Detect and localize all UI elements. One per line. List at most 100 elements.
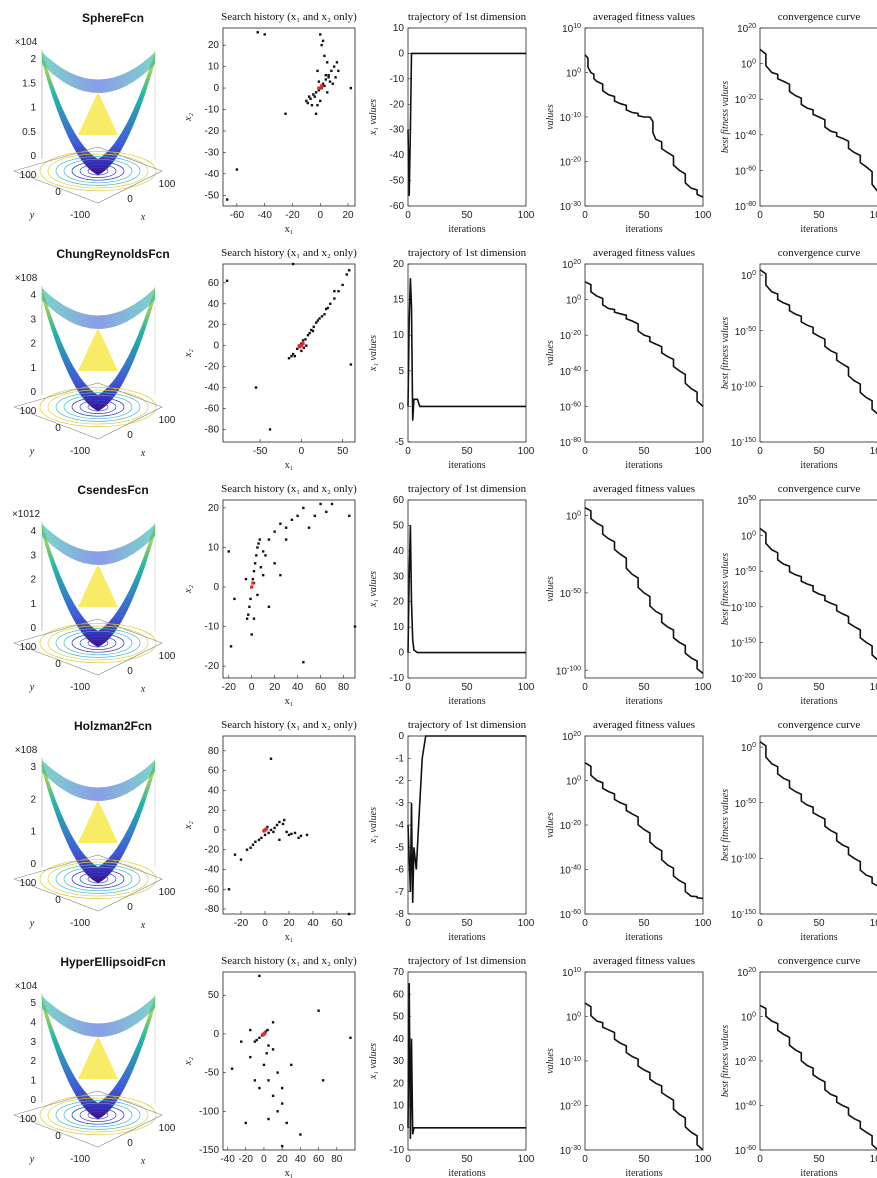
search-point <box>279 522 282 525</box>
surface-contour <box>55 864 141 894</box>
plot-frame <box>222 971 356 1151</box>
x-tick-label: 100 <box>695 1154 712 1165</box>
search-point <box>337 69 340 73</box>
surface-contour <box>71 397 125 417</box>
x-axis-label: iterations <box>625 1168 662 1178</box>
search-point <box>260 836 263 840</box>
search-point <box>334 76 337 79</box>
x-tick-label: 50 <box>813 918 825 929</box>
y-tick-label: 100 <box>566 1012 581 1024</box>
trajectory-plot: trajectory of 1st dimension iterations x₁ … <box>368 483 535 707</box>
x-axis-label: iterations <box>448 460 485 471</box>
surface-ztick: 0.5 <box>22 127 36 138</box>
x-tick-label: 0 <box>405 1154 411 1165</box>
y-tick-label: -6 <box>395 865 404 876</box>
x-tick-label: 60 <box>315 682 327 693</box>
search-point <box>299 834 303 838</box>
search-point <box>249 846 252 849</box>
surface-ylabel: y <box>29 1154 35 1165</box>
surface-contour <box>63 394 133 420</box>
trajectory-line <box>407 278 526 421</box>
surface-xtick: 100 <box>159 887 176 898</box>
best-point <box>261 1033 265 1037</box>
search-point <box>267 831 270 835</box>
y-tick-label: -2 <box>395 776 404 787</box>
search-point <box>323 84 326 88</box>
y-tick-label: 20 <box>393 1078 405 1089</box>
plot-frame <box>584 263 704 443</box>
search-history: Search history (x₁ and x₂ only) x₁ x₂ -60 -4… <box>183 11 357 235</box>
plot-title: Search history (x₁ and x₂ only) <box>221 11 357 23</box>
search-point <box>290 354 293 358</box>
search-point <box>278 820 281 824</box>
y-tick-label: -40 <box>205 169 220 180</box>
search-point <box>315 321 318 324</box>
search-point <box>258 538 261 541</box>
y-tick-label: 10-60 <box>735 1145 756 1157</box>
search-point <box>291 262 295 266</box>
y-axis-label: x₂ <box>183 821 194 830</box>
search-point <box>331 82 334 85</box>
search-point <box>328 80 332 83</box>
best-point <box>299 344 303 348</box>
y-tick-label: 0 <box>213 582 219 593</box>
search-point <box>273 530 276 533</box>
search-point <box>327 76 330 79</box>
search-point <box>310 328 313 332</box>
plot-title: averaged fitness values <box>593 483 695 495</box>
search-point <box>349 86 353 90</box>
search-point <box>305 344 308 347</box>
search-point <box>327 73 330 77</box>
search-point <box>233 597 236 601</box>
y-tick-label: 10-30 <box>560 1145 581 1157</box>
surface-mesh <box>42 288 155 411</box>
y-tick-label: 10-20 <box>560 157 581 169</box>
y-tick-label: 1020 <box>737 967 756 979</box>
y-tick-label: 1010 <box>562 23 581 35</box>
x-tick-label: 0 <box>405 682 411 693</box>
search-point <box>262 1063 266 1067</box>
y-tick-label: 15 <box>393 295 405 306</box>
x-tick-label: 0 <box>582 210 588 221</box>
search-point <box>252 570 256 573</box>
plot-title: trajectory of 1st dimension <box>408 247 527 259</box>
search-point <box>329 302 332 305</box>
surface-ytick: 100 <box>20 878 37 889</box>
search-point <box>284 526 288 529</box>
y-tick-label: -60 <box>390 201 405 212</box>
plot-frame <box>407 263 527 443</box>
search-point <box>257 838 261 842</box>
surface-contour <box>71 161 125 181</box>
surface-floor <box>13 854 163 912</box>
search-point <box>284 538 288 541</box>
y-tick-label: 10-30 <box>560 201 581 213</box>
x-tick-label: 20 <box>277 1154 289 1165</box>
search-point <box>266 825 269 829</box>
x-tick-label: -20 <box>222 682 237 693</box>
search-point <box>309 97 312 100</box>
y-tick-label: 10-40 <box>735 1101 756 1113</box>
search-point <box>239 858 243 861</box>
search-point <box>284 112 287 115</box>
surface-xtick: 100 <box>159 179 176 190</box>
search-point <box>333 290 336 293</box>
y-tick-label: 10-10 <box>560 112 581 124</box>
x-tick-label: 50 <box>813 682 825 693</box>
y-tick-label: 0 <box>213 825 219 836</box>
y-axis-label: x₁ values <box>368 571 379 608</box>
surface-contour <box>87 402 109 412</box>
x-tick-label: 50 <box>813 1154 825 1165</box>
plot-frame <box>407 971 527 1151</box>
search-point <box>285 830 288 834</box>
search-point <box>265 1052 268 1055</box>
x-tick-label: 50 <box>813 446 825 457</box>
x-axis-label: iterations <box>625 696 662 707</box>
surface-mesh <box>42 52 155 175</box>
surface-contour <box>63 630 133 656</box>
y-tick-label: 10-50 <box>735 798 756 810</box>
search-point <box>320 43 323 47</box>
x-tick-label: 0 <box>405 210 411 221</box>
y-tick-label: 10 <box>393 1101 405 1112</box>
x-tick-label: 0 <box>249 682 255 693</box>
surface-contour <box>47 861 149 897</box>
